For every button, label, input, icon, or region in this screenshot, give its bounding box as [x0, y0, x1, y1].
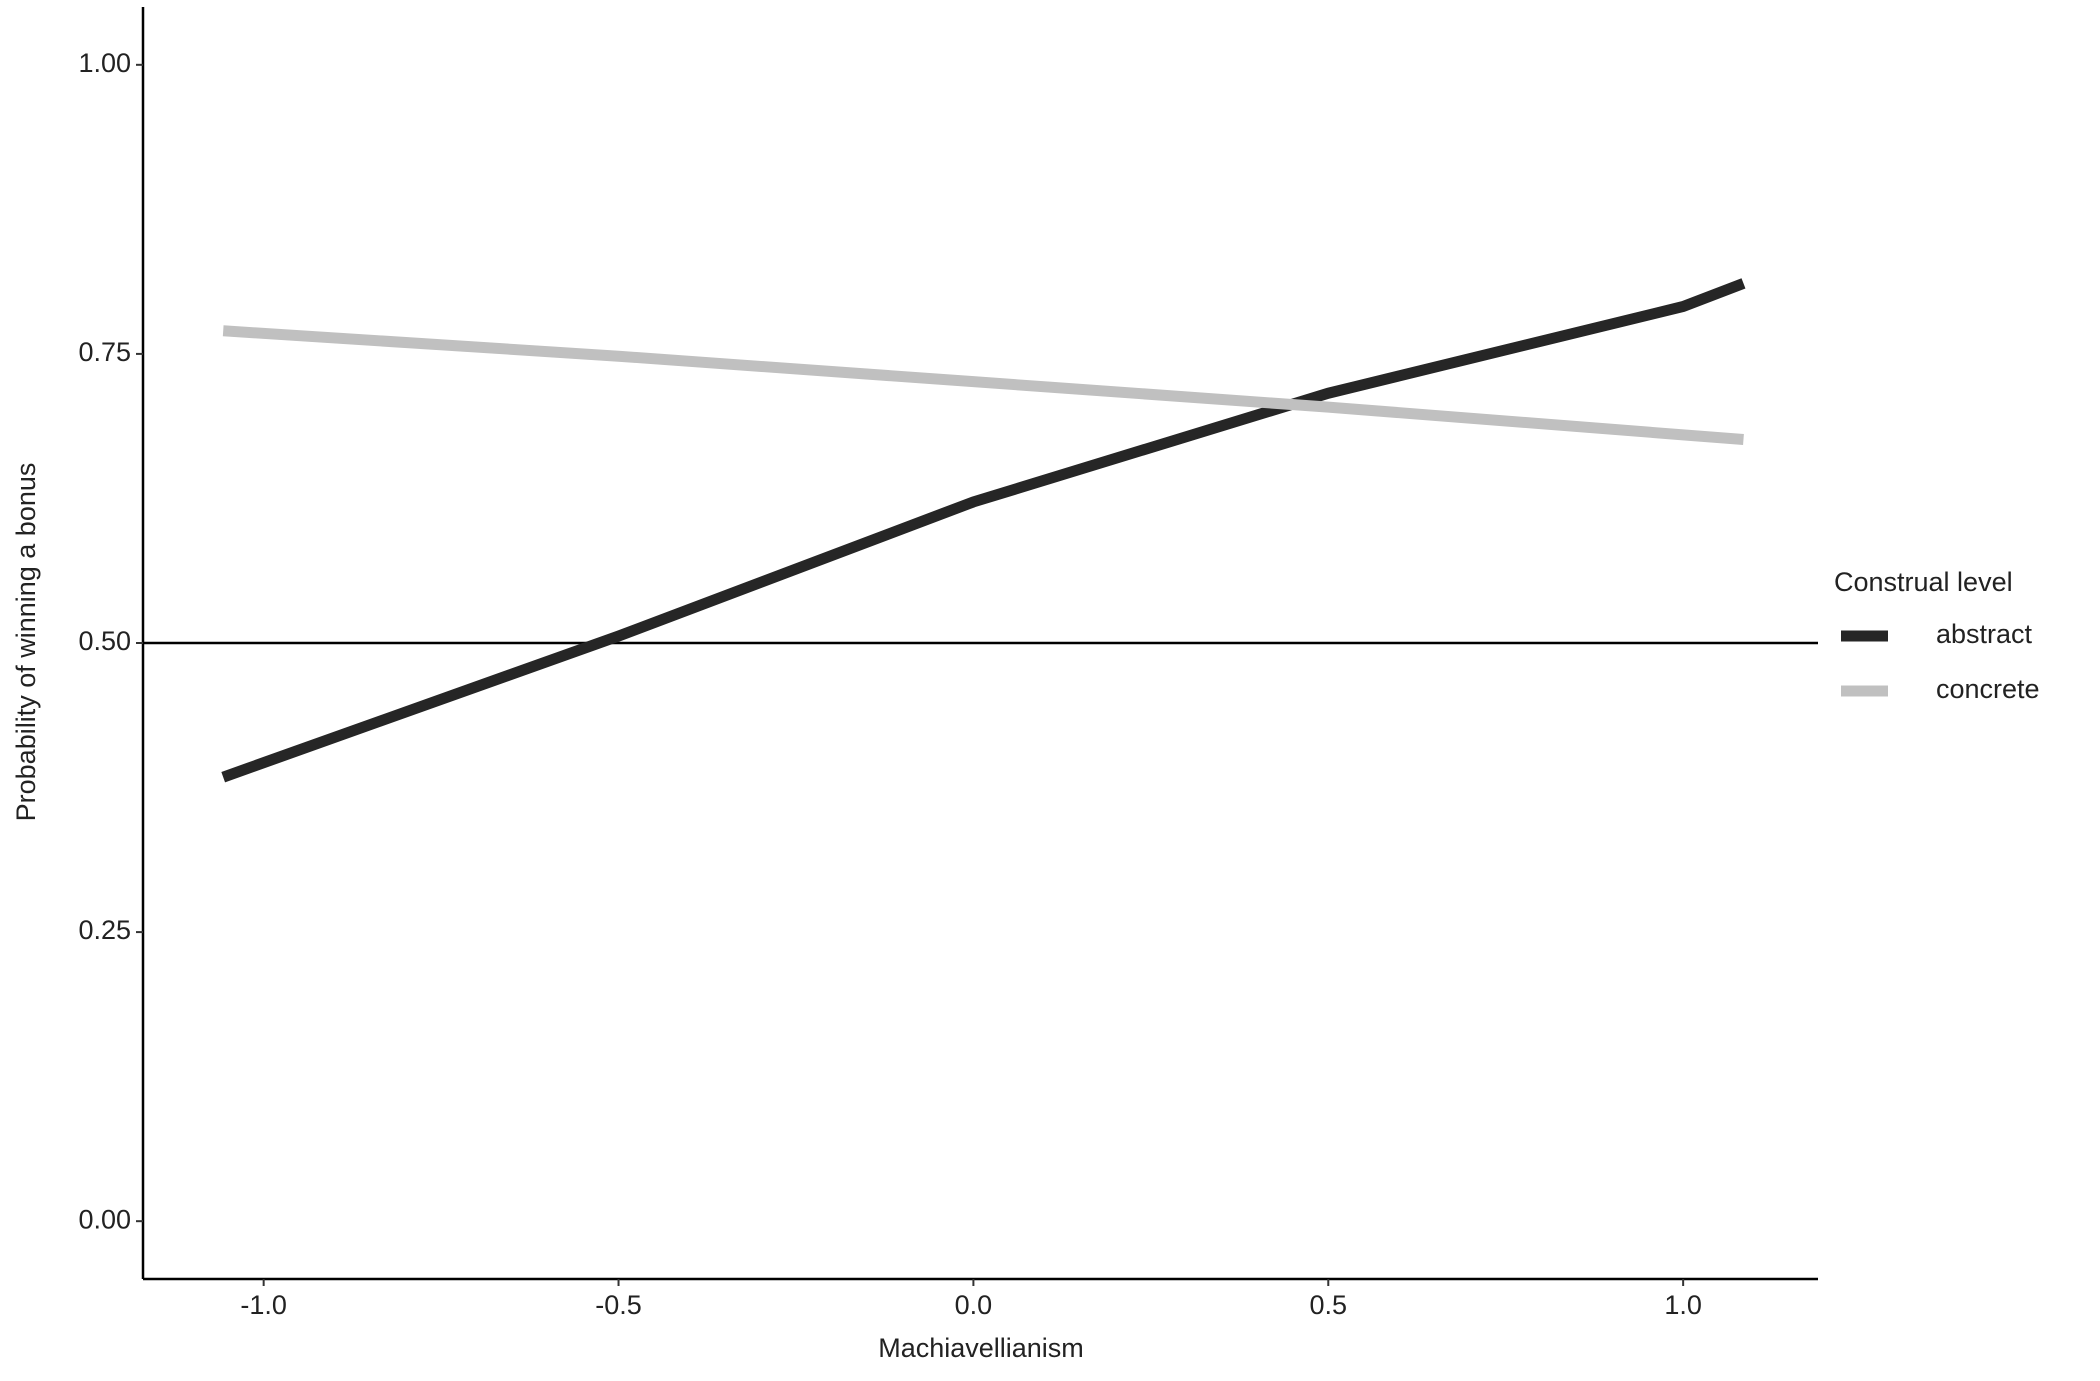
legend-label: concrete: [1936, 674, 2040, 704]
series-line: [222, 325, 1744, 445]
y-tick-label: 0.25: [78, 915, 131, 945]
legend-label: abstract: [1936, 619, 2033, 649]
y-tick-label: 0.50: [78, 626, 131, 656]
x-tick-label: 0.5: [1310, 1290, 1348, 1320]
legend-title: Construal level: [1834, 567, 2013, 597]
y-tick-label: 0.00: [78, 1204, 131, 1234]
x-tick-label: -1.0: [240, 1290, 287, 1320]
series-line: [221, 278, 1746, 783]
x-tick-label: 1.0: [1664, 1290, 1702, 1320]
x-tick-label: 0.0: [955, 1290, 993, 1320]
y-tick-label: 1.00: [78, 48, 131, 78]
x-axis-label: Machiavellianism: [878, 1333, 1084, 1363]
x-tick-label: -0.5: [595, 1290, 642, 1320]
y-axis-label: Probability of winning a bonus: [11, 463, 41, 822]
y-tick-label: 0.75: [78, 337, 131, 367]
